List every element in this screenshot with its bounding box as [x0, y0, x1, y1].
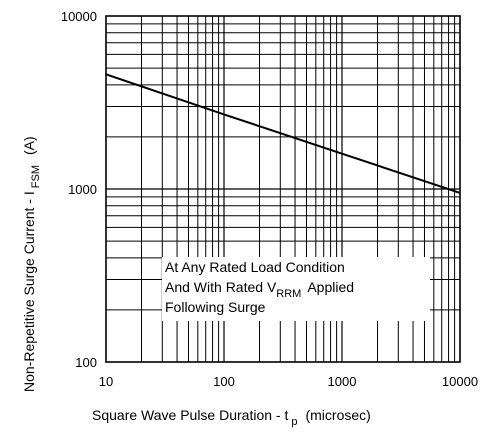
y-tick-label: 100 — [75, 355, 97, 370]
annotation-line-3: Following Surge — [165, 299, 266, 315]
annotation-box — [162, 257, 430, 321]
y-tick-labels: 100 1000 10000 — [61, 9, 97, 370]
y-axis-label-subscript: FSM — [30, 165, 42, 188]
x-tick-labels: 10 100 1000 10000 — [99, 374, 478, 389]
surge-current-line — [105, 73, 461, 194]
annotation-line-2-main: And With Rated V — [165, 279, 277, 295]
x-axis-label: Square Wave Pulse Duration - t p (microsec… — [92, 407, 371, 428]
x-axis-label-unit: (microsec) — [305, 407, 370, 423]
y-tick-label: 1000 — [68, 182, 97, 197]
annotation-vrrm-subscript: RRM — [276, 288, 301, 300]
annotation-line-2-tail: Applied — [307, 279, 354, 295]
y-axis-label: Non-Repetitive Surge Current - I FSM (A) — [21, 136, 42, 392]
plot-frame — [105, 15, 461, 363]
annotation-line-1: At Any Rated Load Condition — [165, 259, 345, 275]
x-tick-label: 10 — [99, 374, 113, 389]
annotation-line-2: And With Rated VRRM Applied — [165, 279, 354, 300]
series-group — [105, 73, 461, 194]
y-axis-label-unit: (A) — [21, 136, 37, 155]
x-tick-label: 100 — [213, 374, 235, 389]
y-tick-label: 10000 — [61, 9, 97, 24]
y-axis-label-main: Non-Repetitive Surge Current - I — [21, 191, 37, 392]
x-tick-label: 10000 — [442, 374, 478, 389]
x-axis-label-subscript: p — [291, 416, 297, 428]
x-axis-label-main: Square Wave Pulse Duration - t — [92, 407, 288, 423]
x-tick-label: 1000 — [328, 374, 357, 389]
